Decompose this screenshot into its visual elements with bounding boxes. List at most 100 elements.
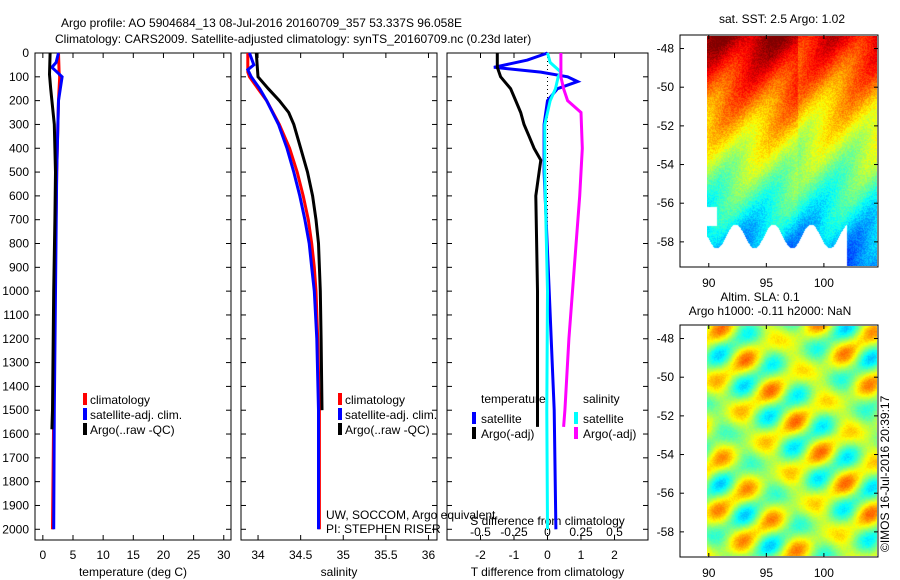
series-argo-raw-qc- [254,52,324,411]
y-tick-label: 1500 [2,403,29,417]
legend-swatch [83,423,87,435]
y-tick-label: 400 [9,141,29,155]
legend-swatch [574,412,578,424]
x-tick-label: -1 [509,548,520,562]
legend-label: Argo(-adj) [481,427,534,441]
x-tick-label: 35.5 [374,548,398,562]
x-tick-label: 90 [702,566,716,580]
series-climatology [246,53,321,530]
legend-label: satellite [481,412,522,426]
x-tick-label: 20 [157,548,171,562]
legend-label: Argo(..raw -QC) [345,423,430,437]
x-tick-label: 5 [70,548,77,562]
y-tick-label: 1600 [2,427,29,441]
legend-label: climatology [90,393,150,407]
x-tick-label: 36 [422,548,436,562]
legend-swatch [338,393,342,405]
y-tick-label: 800 [9,237,29,251]
y-tick-label: -54 [657,448,675,462]
y-tick-label: 300 [9,117,29,131]
x-tick-label: 100 [814,276,834,290]
sst-map-axes [679,34,879,268]
y-tick-label: -52 [657,119,675,133]
x-tick-label: 95 [760,566,774,580]
x-tick-label: 15 [127,548,141,562]
legend-label: satellite [583,412,624,426]
title-line-2: Climatology: CARS2009. Satellite-adjuste… [55,32,531,46]
legend-title-salinity: salinity [583,392,620,406]
y-tick-label: -48 [657,332,675,346]
x-tick-label: 0 [544,548,551,562]
x-tick-label: 25 [187,548,201,562]
series-salinity-satellite [543,52,563,530]
legend-title-temperature: temperature [481,392,546,406]
sst-map-image [707,36,877,266]
legend-label: Argo(..raw -QC) [90,423,175,437]
series-argo-raw-qc- [47,52,58,430]
x-tick-label: 30 [217,548,231,562]
sla-map-title-1: Altim. SLA: 0.1 [720,290,800,304]
x-tick-label: 34 [251,548,265,562]
y-tick-label: 200 [9,94,29,108]
legend-swatch [83,408,87,420]
x-tick-label: -2 [475,548,486,562]
y-tick-label: 1100 [3,308,29,322]
temperature-profile-axes [34,52,232,541]
y-tick-label: 1000 [2,284,29,298]
sst-map-title: sat. SST: 2.5 Argo: 1.02 [719,12,845,26]
credit-line-2: PI: STEPHEN RISER [326,522,441,536]
x-axis-label: T difference from climatology [471,565,625,579]
y-tick-label: -58 [657,525,675,539]
x2-tick-label: -0.25 [500,525,528,539]
y-tick-label: 1400 [2,379,29,393]
x2-tick-label: 0.25 [569,525,593,539]
y-tick-label: 1900 [2,498,29,512]
y-tick-label: 600 [9,189,29,203]
y-tick-label: 2000 [2,522,29,536]
y-tick-label: 1300 [2,356,29,370]
x-tick-label: 2 [611,548,618,562]
y-tick-label: 0 [22,46,29,60]
y-tick-label: -48 [657,42,675,56]
legend-swatch [472,412,476,424]
x-tick-label: 95 [760,276,774,290]
x2-tick-label: 0.5 [606,525,623,539]
series-satellite-adj-clim- [49,52,64,530]
x-tick-label: 10 [96,548,110,562]
x-tick-label: 35 [337,548,351,562]
series-salinity-argo-adj- [559,53,584,428]
series-temperature-satellite [493,51,582,530]
salinity-profile-axes [240,52,438,541]
x2-tick-label: -0.5 [470,525,491,539]
legend-label: Argo(-adj) [583,427,636,441]
y-tick-label: -50 [657,370,675,384]
legend-swatch [574,427,578,439]
y-tick-label: -52 [657,409,675,423]
legend-swatch [472,427,476,439]
y-tick-label: 1800 [2,475,29,489]
series-temperature-argo-adj- [495,53,543,427]
legend-swatch [338,423,342,435]
y-tick-label: -50 [657,80,675,94]
y-tick-label: -54 [657,158,675,172]
title-line-1: Argo profile: AO 5904684_13 08-Jul-2016 … [61,16,462,30]
x-axis-label: salinity [321,565,358,579]
y-tick-label: -56 [657,486,675,500]
legend-swatch [83,393,87,405]
y-tick-label: 500 [9,165,29,179]
x-axis-label: temperature (deg C) [79,565,187,579]
y-tick-label: -56 [657,196,675,210]
x-tick-label: 100 [814,566,834,580]
y-tick-label: 900 [9,260,29,274]
series-satellite-adj-clim- [245,52,320,530]
x-tick-label: 1 [578,548,585,562]
y-tick-label: 700 [9,213,29,227]
y-tick-label: 1700 [2,451,29,465]
x-tick-label: 0 [39,548,46,562]
x2-tick-label: 0 [544,525,551,539]
sla-map-axes [679,324,879,558]
sla-map-image [707,326,877,556]
y-tick-label: 1200 [2,332,29,346]
legend-label: satellite-adj. clim. [345,408,437,422]
